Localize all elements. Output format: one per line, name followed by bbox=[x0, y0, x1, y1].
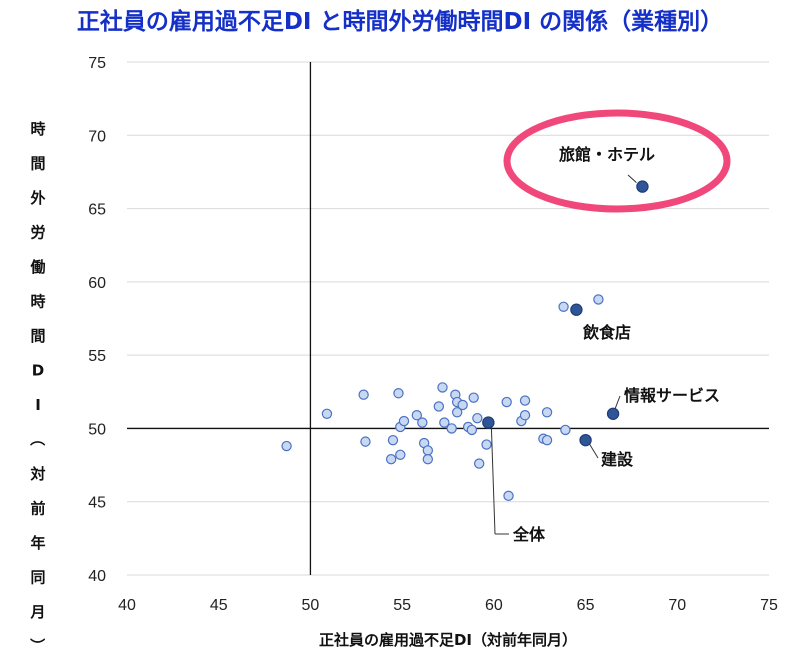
highlighted-points bbox=[482, 180, 649, 447]
data-point bbox=[387, 434, 399, 446]
y-axis-label-char: 間 bbox=[30, 327, 45, 345]
highlighted-point bbox=[570, 303, 583, 316]
data-point bbox=[321, 408, 333, 419]
data-point bbox=[468, 392, 479, 403]
y-axis-label: 時間外労働時間DI（対前年同月） bbox=[28, 120, 46, 653]
x-tick-label: 50 bbox=[302, 597, 320, 614]
y-tick-label: 40 bbox=[88, 568, 106, 585]
data-point bbox=[437, 382, 448, 393]
leader-line bbox=[490, 426, 496, 535]
y-axis-label-char: 時 bbox=[30, 120, 45, 138]
x-tick-label: 60 bbox=[485, 597, 503, 614]
highlighted-point bbox=[579, 433, 592, 447]
point-label: 飲食店 bbox=[582, 323, 631, 342]
data-point bbox=[558, 301, 569, 312]
y-axis-label-char: 年 bbox=[30, 534, 45, 552]
data-point bbox=[501, 396, 512, 408]
data-point bbox=[422, 445, 434, 456]
y-axis-label-char: I bbox=[35, 396, 41, 414]
y-tick-label: 65 bbox=[88, 202, 106, 219]
data-point bbox=[472, 412, 483, 424]
y-axis-label-char: 時 bbox=[30, 293, 45, 311]
grid-lines bbox=[127, 61, 769, 576]
data-point bbox=[439, 417, 450, 428]
data-point bbox=[481, 439, 492, 450]
point-label: 情報サービス bbox=[624, 386, 720, 405]
y-axis-label-char: ） bbox=[28, 638, 46, 653]
x-tick-label: 55 bbox=[393, 597, 411, 614]
y-axis-label-char: 同 bbox=[30, 569, 45, 587]
x-tick-label: 65 bbox=[577, 597, 595, 614]
data-point bbox=[473, 458, 485, 469]
y-tick-label: 55 bbox=[88, 348, 106, 365]
x-tick-label: 70 bbox=[668, 597, 686, 614]
data-point bbox=[358, 389, 369, 400]
y-tick-label: 75 bbox=[88, 55, 106, 72]
data-point bbox=[385, 454, 397, 465]
data-point bbox=[417, 417, 428, 428]
reference-lines bbox=[127, 62, 769, 575]
data-point bbox=[560, 424, 571, 436]
y-axis-label-char: 月 bbox=[29, 603, 45, 621]
x-tick-label: 75 bbox=[760, 597, 778, 614]
highlighted-point bbox=[636, 180, 649, 193]
leader-line bbox=[614, 395, 621, 409]
point-label: 全体 bbox=[512, 525, 546, 544]
leader-line bbox=[589, 443, 599, 459]
y-tick-label: 70 bbox=[88, 128, 106, 145]
leader-line bbox=[627, 174, 637, 183]
data-point bbox=[395, 449, 406, 461]
highlighted-point bbox=[482, 416, 495, 429]
data-point bbox=[466, 424, 478, 436]
data-point bbox=[457, 399, 468, 411]
highlighted-point bbox=[606, 407, 620, 420]
y-axis-label-char: 前 bbox=[30, 500, 45, 518]
data-point bbox=[541, 434, 553, 446]
data-point bbox=[422, 454, 434, 465]
y-axis-label-char: 対 bbox=[29, 465, 45, 483]
point-label: 建設 bbox=[601, 450, 634, 469]
y-tick-label: 45 bbox=[88, 495, 106, 512]
data-point bbox=[519, 410, 531, 421]
data-point bbox=[411, 410, 423, 421]
data-point bbox=[393, 388, 404, 399]
y-axis-label-char: 間 bbox=[30, 155, 45, 173]
data-points bbox=[281, 294, 604, 502]
y-axis-label-char: 労 bbox=[30, 224, 45, 242]
data-point bbox=[398, 415, 410, 427]
x-tick-label: 40 bbox=[118, 597, 136, 614]
x-axis-label: 正社員の雇用過不足DI（対前年同月） bbox=[319, 631, 577, 649]
data-point bbox=[593, 294, 604, 305]
y-axis-label-char: 外 bbox=[29, 189, 45, 207]
chart-title: 正社員の雇用過不足DI と時間外労働時間DI の関係（業種別） bbox=[76, 9, 724, 35]
data-point bbox=[519, 395, 531, 406]
highlight-ellipse bbox=[503, 109, 731, 213]
data-point bbox=[281, 440, 292, 452]
x-tick-label: 45 bbox=[210, 597, 228, 614]
y-tick-label: 50 bbox=[88, 421, 106, 438]
y-axis-label-char: D bbox=[32, 362, 44, 380]
data-point bbox=[541, 407, 553, 418]
y-tick-label: 60 bbox=[88, 275, 106, 292]
y-axis-label-char: （ bbox=[28, 431, 46, 446]
data-point bbox=[433, 401, 445, 412]
data-point bbox=[451, 407, 463, 418]
data-point bbox=[446, 423, 457, 434]
data-point bbox=[360, 436, 371, 447]
y-axis-label-char: 働 bbox=[29, 258, 45, 276]
point-label: 旅館・ホテル bbox=[559, 145, 655, 164]
data-point bbox=[503, 490, 514, 502]
tick-labels: 40 45 50 55 60 65 70 75 40 45 50 55 60 65 70 75 bbox=[88, 55, 778, 614]
